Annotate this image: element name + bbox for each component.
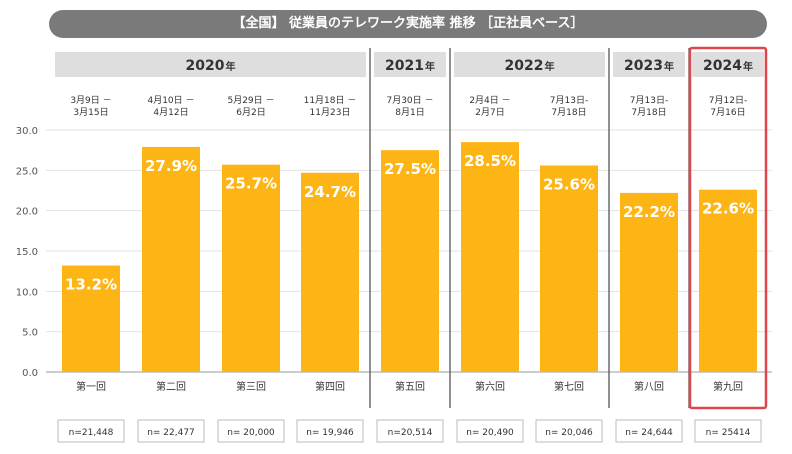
- sample-size: n= 19,946: [306, 428, 354, 438]
- sample-size: n=20,514: [388, 428, 433, 438]
- data-label: 27.5%: [384, 160, 436, 178]
- survey-period: 7月13日-: [630, 95, 668, 106]
- survey-period: 8月1日: [395, 107, 424, 118]
- sample-size: n= 20,490: [466, 428, 514, 438]
- sample-size: n= 20,046: [545, 428, 593, 438]
- sample-size-box: [376, 419, 444, 443]
- data-label: 13.2%: [65, 276, 117, 294]
- chart-title: 【全国】 従業員のテレワーク実施率 推移 ［正社員ベース］: [49, 10, 767, 38]
- bar: [699, 189, 757, 372]
- sample-size: n= 25414: [706, 428, 751, 438]
- year-label: 2024年: [703, 58, 753, 74]
- survey-period: 4月12日: [153, 107, 188, 118]
- sample-size: n= 20,000: [227, 428, 275, 438]
- category-label: 第六回: [475, 380, 505, 393]
- sample-size-box: [217, 419, 285, 443]
- survey-period: 11月23日: [310, 107, 351, 118]
- category-label: 第八回: [634, 380, 664, 393]
- sample-size-box: [296, 419, 364, 443]
- y-tick-label: 25.0: [16, 166, 38, 177]
- survey-period: 2月4日 －: [469, 95, 510, 106]
- year-label: 2022年: [505, 58, 555, 74]
- sample-size-box: [137, 419, 205, 443]
- bar: [461, 142, 519, 372]
- year-label: 2020年: [186, 58, 236, 74]
- survey-period: 7月13日-: [550, 95, 588, 106]
- highlight-box: [688, 46, 768, 410]
- category-label: 第七回: [554, 380, 584, 393]
- year-header: [692, 52, 764, 77]
- category-label: 第四回: [315, 380, 345, 393]
- data-label: 22.2%: [623, 203, 675, 221]
- survey-period: 4月10日 －: [147, 95, 194, 106]
- data-label: 25.6%: [543, 175, 595, 193]
- year-header: [613, 52, 685, 77]
- y-tick-label: 20.0: [16, 207, 38, 218]
- y-tick-label: 15.0: [16, 247, 38, 258]
- data-label: 28.5%: [464, 152, 516, 170]
- year-header: [454, 52, 605, 77]
- year-label: 2023年: [624, 58, 674, 74]
- category-label: 第一回: [76, 380, 106, 393]
- bar: [540, 165, 598, 372]
- y-tick-label: 5.0: [22, 328, 38, 339]
- survey-period: 3月9日 －: [70, 95, 111, 106]
- survey-period: 7月12日-: [709, 95, 747, 106]
- survey-period: 7月30日 －: [386, 95, 433, 106]
- year-header: [55, 52, 366, 77]
- y-tick-label: 30.0: [16, 126, 38, 137]
- data-label: 25.7%: [225, 175, 277, 193]
- sample-size-box: [57, 419, 125, 443]
- survey-period: 7月18日: [551, 107, 586, 118]
- sample-size-box: [694, 419, 762, 443]
- category-label: 第二回: [156, 380, 186, 393]
- category-label: 第三回: [236, 380, 266, 393]
- bar: [381, 150, 439, 372]
- bar: [222, 164, 280, 372]
- survey-period: 11月18日 －: [304, 95, 357, 106]
- bar: [620, 192, 678, 372]
- category-label: 第九回: [713, 380, 743, 393]
- category-label: 第五回: [395, 380, 425, 393]
- sample-size-box: [456, 419, 524, 443]
- data-label: 24.7%: [304, 183, 356, 201]
- sample-size: n= 22,477: [147, 428, 195, 438]
- survey-period: 7月18日: [631, 107, 666, 118]
- y-tick-label: 10.0: [16, 287, 38, 298]
- data-label: 22.6%: [702, 200, 754, 218]
- sample-size: n= 24,644: [625, 428, 673, 438]
- bar: [301, 172, 359, 372]
- bar: [142, 146, 200, 372]
- sample-size: n=21,448: [69, 428, 114, 438]
- survey-period: 2月7日: [475, 107, 504, 118]
- survey-period: 3月15日: [73, 107, 108, 118]
- sample-size-box: [535, 419, 603, 443]
- y-tick-label: 0.0: [22, 368, 38, 379]
- survey-period: 6月2日: [236, 107, 265, 118]
- bar: [62, 265, 120, 372]
- sample-size-box: [615, 419, 683, 443]
- year-label: 2021年: [385, 58, 435, 74]
- survey-period: 5月29日 －: [227, 95, 274, 106]
- data-label: 27.9%: [145, 157, 197, 175]
- survey-period: 7月16日: [710, 107, 745, 118]
- year-header: [374, 52, 446, 77]
